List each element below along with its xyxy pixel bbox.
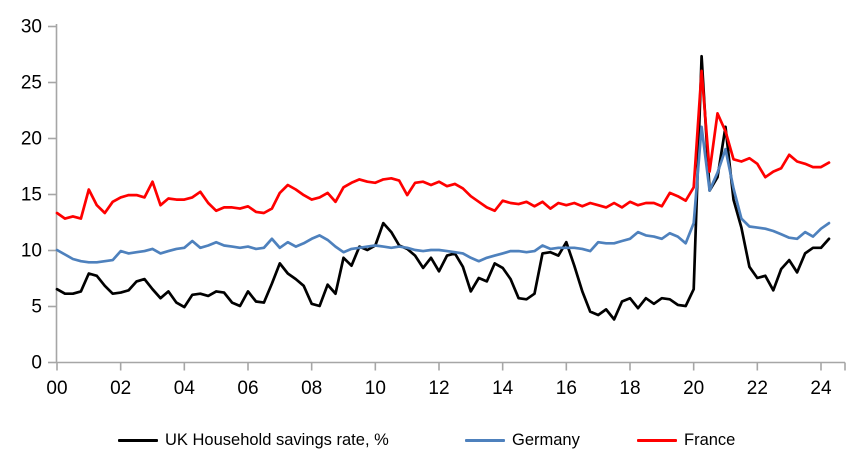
y-tick-label: 30 [21,17,42,38]
legend-item-france: France [637,429,735,451]
x-tick-label: 18 [619,378,640,399]
x-tick-label: 10 [365,378,386,399]
y-tick-label: 25 [21,73,42,94]
y-tick-label: 15 [21,185,42,206]
x-tick-label: 04 [174,378,196,399]
x-tick-label: 00 [46,378,67,399]
legend-label-france: France [684,431,736,449]
legend-label-uk: UK Household savings rate, % [165,431,389,449]
x-tick-label: 22 [747,378,768,399]
series-line-uk-household-savings-rate [55,54,831,321]
x-tick-label: 16 [556,378,577,399]
legend-item-uk: UK Household savings rate, % [118,429,389,451]
chart-plot: 0 5 10 15 20 25 30 00 02 04 06 08 10 12 14 16 18 20 22 24 [21,17,846,399]
x-tick-label: 24 [810,378,832,399]
legend: UK Household savings rate, % Germany Fra… [0,429,852,451]
legend-line-uk-icon [118,438,158,442]
x-tick-label: 20 [683,378,704,399]
series-line-germany [55,125,831,264]
legend-line-france-icon [637,438,677,442]
legend-label-germany: Germany [512,431,580,449]
y-tick-label: 5 [31,297,42,318]
y-tick-label: 20 [21,129,42,150]
x-tick-label: 06 [237,378,258,399]
x-tick-label: 12 [428,378,449,399]
y-tick-label: 10 [21,241,42,262]
legend-line-germany-icon [465,438,505,442]
x-tick-label: 14 [492,378,514,399]
x-tick-label: 08 [301,378,322,399]
y-tick-label: 0 [31,353,42,374]
series-line-france [55,69,831,220]
x-tick-label: 02 [110,378,131,399]
legend-item-germany: Germany [465,429,580,451]
